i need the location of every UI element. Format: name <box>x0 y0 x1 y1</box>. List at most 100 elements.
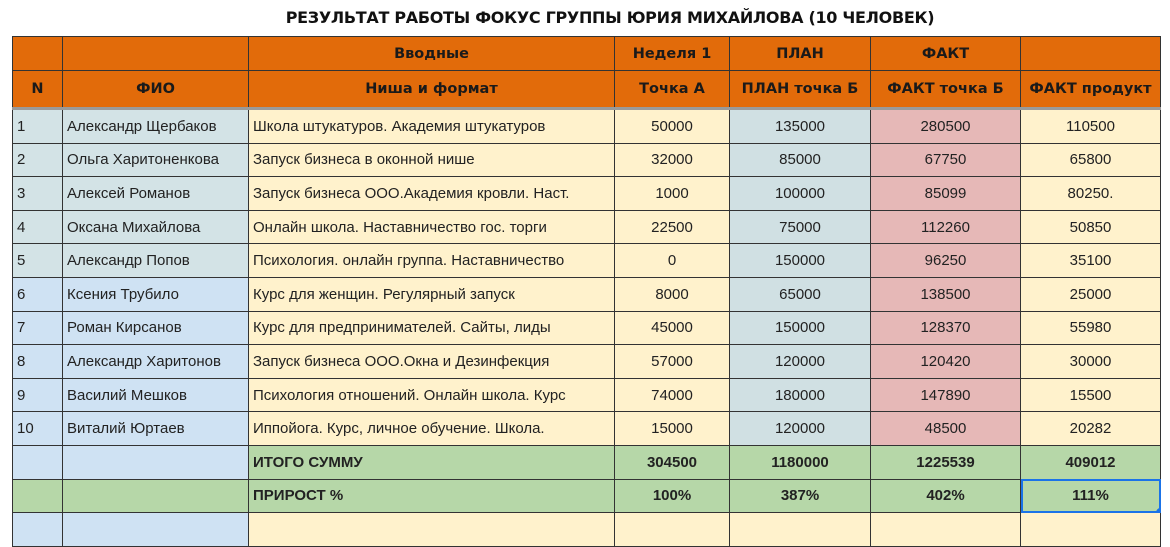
cell[interactable]: 7 <box>12 310 63 346</box>
cell[interactable]: Александр Попов <box>62 243 249 278</box>
cell[interactable]: 402% <box>870 478 1021 514</box>
cell[interactable]: 135000 <box>729 108 871 144</box>
cell[interactable]: 8000 <box>614 276 730 312</box>
cell[interactable]: 120420 <box>870 344 1021 379</box>
header-cell[interactable]: Точка А <box>614 70 730 110</box>
cell[interactable]: Психология. онлайн группа. Наставничеств… <box>248 243 615 278</box>
cell[interactable]: 67750 <box>870 142 1021 178</box>
cell[interactable]: 57000 <box>614 344 730 379</box>
cell[interactable]: 180000 <box>729 377 871 413</box>
cell[interactable]: Запуск бизнеса в оконной нише <box>248 142 615 178</box>
cell[interactable] <box>248 512 615 547</box>
cell[interactable]: 409012 <box>1020 444 1161 480</box>
cell[interactable]: 85099 <box>870 176 1021 211</box>
cell[interactable]: 6 <box>12 276 63 312</box>
cell[interactable] <box>12 512 63 547</box>
cell[interactable]: 128370 <box>870 310 1021 346</box>
cell[interactable]: Запуск бизнеса ООО.Академия кровли. Наст… <box>248 176 615 211</box>
cell[interactable]: ИТОГО СУММУ <box>248 444 615 480</box>
cell[interactable] <box>62 512 249 547</box>
header-cell[interactable]: ФАКТ продукт <box>1020 70 1161 110</box>
cell[interactable]: 120000 <box>729 344 871 379</box>
cell[interactable] <box>12 478 63 514</box>
cell[interactable]: Онлайн школа. Наставничество гос. торги <box>248 209 615 245</box>
cell[interactable]: 1000 <box>614 176 730 211</box>
cell[interactable]: Василий Мешков <box>62 377 249 413</box>
cell[interactable] <box>1020 512 1161 547</box>
cell[interactable] <box>62 444 249 480</box>
header-cell[interactable]: ФИО <box>62 70 249 110</box>
cell[interactable]: 9 <box>12 377 63 413</box>
cell[interactable]: 15500 <box>1020 377 1161 413</box>
cell[interactable]: 387% <box>729 478 871 514</box>
header-cell[interactable] <box>12 36 63 71</box>
header-cell[interactable]: N <box>12 70 63 110</box>
cell[interactable]: Запуск бизнеса ООО.Окна и Дезинфекция <box>248 344 615 379</box>
cell[interactable] <box>870 512 1021 547</box>
cell[interactable]: Психология отношений. Онлайн школа. Курс <box>248 377 615 413</box>
cell[interactable]: 65800 <box>1020 142 1161 178</box>
cell[interactable]: Школа штукатуров. Академия штукатуров <box>248 108 615 144</box>
cell[interactable]: 50000 <box>614 108 730 144</box>
cell[interactable] <box>62 478 249 514</box>
cell[interactable]: 138500 <box>870 276 1021 312</box>
cell[interactable]: 32000 <box>614 142 730 178</box>
cell[interactable]: 50850 <box>1020 209 1161 245</box>
cell[interactable]: Оксана Михайлова <box>62 209 249 245</box>
cell[interactable]: 100000 <box>729 176 871 211</box>
cell[interactable]: 147890 <box>870 377 1021 413</box>
cell[interactable] <box>614 512 730 547</box>
cell[interactable]: 35100 <box>1020 243 1161 278</box>
cell[interactable]: 1180000 <box>729 444 871 480</box>
cell[interactable]: 48500 <box>870 411 1021 446</box>
header-cell[interactable]: ПЛАН <box>729 36 871 71</box>
header-cell[interactable]: ФАКТ <box>870 36 1021 71</box>
cell[interactable]: 30000 <box>1020 344 1161 379</box>
cell[interactable]: 15000 <box>614 411 730 446</box>
cell[interactable]: 2 <box>12 142 63 178</box>
cell[interactable]: 25000 <box>1020 276 1161 312</box>
cell[interactable]: 55980 <box>1020 310 1161 346</box>
cell[interactable]: 150000 <box>729 310 871 346</box>
cell[interactable]: 96250 <box>870 243 1021 278</box>
header-cell[interactable]: ПЛАН точка Б <box>729 70 871 110</box>
header-cell[interactable] <box>62 36 249 71</box>
cell[interactable]: Александр Щербаков <box>62 108 249 144</box>
cell[interactable]: ПРИРОСТ % <box>248 478 615 514</box>
header-cell[interactable]: Ниша и формат <box>248 70 615 110</box>
cell[interactable]: 120000 <box>729 411 871 446</box>
fill-handle[interactable] <box>1156 508 1160 512</box>
cell[interactable]: 65000 <box>729 276 871 312</box>
cell[interactable]: 280500 <box>870 108 1021 144</box>
cell[interactable]: 85000 <box>729 142 871 178</box>
cell[interactable]: Алексей Романов <box>62 176 249 211</box>
header-cell[interactable]: Вводные <box>248 36 615 71</box>
cell[interactable] <box>729 512 871 547</box>
cell[interactable]: 45000 <box>614 310 730 346</box>
cell[interactable]: 1225539 <box>870 444 1021 480</box>
cell[interactable]: 150000 <box>729 243 871 278</box>
cell[interactable] <box>12 444 63 480</box>
cell[interactable]: 100% <box>614 478 730 514</box>
header-cell[interactable]: Неделя 1 <box>614 36 730 71</box>
cell[interactable]: Роман Кирсанов <box>62 310 249 346</box>
cell[interactable]: 4 <box>12 209 63 245</box>
cell[interactable]: 74000 <box>614 377 730 413</box>
cell[interactable]: 8 <box>12 344 63 379</box>
cell[interactable]: 10 <box>12 411 63 446</box>
cell[interactable]: 0 <box>614 243 730 278</box>
cell[interactable]: Курс для предпринимателей. Сайты, лиды <box>248 310 615 346</box>
cell[interactable]: Ольга Харитоненкова <box>62 142 249 178</box>
header-cell[interactable]: ФАКТ точка Б <box>870 70 1021 110</box>
cell[interactable]: Курс для женщин. Регулярный запуск <box>248 276 615 312</box>
cell[interactable]: Виталий Юртаев <box>62 411 249 446</box>
cell[interactable]: 5 <box>12 243 63 278</box>
cell[interactable]: 3 <box>12 176 63 211</box>
selected-cell[interactable]: 111% <box>1020 478 1161 514</box>
cell[interactable]: 75000 <box>729 209 871 245</box>
cell[interactable]: Александр Харитонов <box>62 344 249 379</box>
cell[interactable]: Ксения Трубило <box>62 276 249 312</box>
cell[interactable]: 110500 <box>1020 108 1161 144</box>
cell[interactable]: 112260 <box>870 209 1021 245</box>
cell[interactable]: 20282 <box>1020 411 1161 446</box>
